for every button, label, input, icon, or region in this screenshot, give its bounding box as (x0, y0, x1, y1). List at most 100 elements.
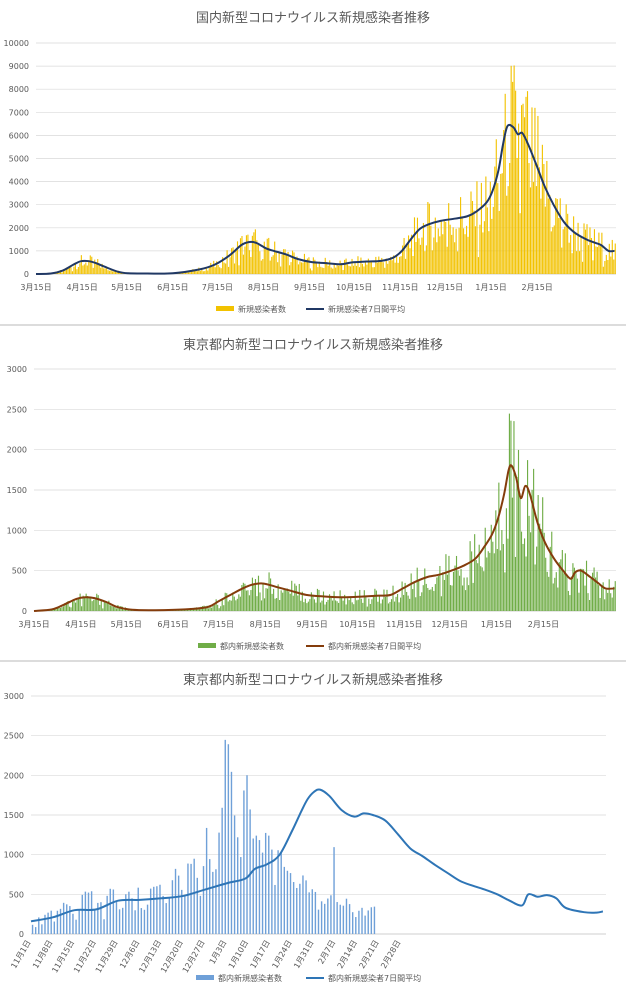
chart2-bar (528, 515, 530, 611)
chart1-bar (434, 217, 436, 274)
chart2-x-tick: 4月15日 (65, 620, 96, 629)
chart1-bar (110, 270, 112, 274)
chart1-bar (363, 266, 365, 274)
chart3-bar (224, 739, 226, 934)
chart2-bar (508, 413, 510, 611)
chart2-bar (126, 609, 128, 611)
chart2-bar (247, 590, 249, 611)
chart3-bar (339, 904, 341, 934)
chart2-bar (437, 576, 439, 611)
chart3-bar (327, 898, 329, 934)
chart1-bar (360, 257, 362, 274)
chart2-bar (84, 596, 86, 611)
chart1-bar (399, 256, 401, 274)
chart2-bar (248, 595, 250, 611)
chart2-bar (567, 590, 569, 611)
chart1-bar (598, 232, 600, 274)
chart1-bar (286, 254, 288, 274)
chart2-bar (270, 578, 272, 611)
chart1-bar (335, 267, 337, 274)
chart3-bar (249, 809, 251, 934)
chart1-bar (428, 203, 430, 274)
chart2-bar (319, 602, 322, 611)
chart3-bar (31, 924, 34, 934)
chart2-bar (584, 585, 586, 611)
chart1-bar (479, 224, 481, 274)
chart2-bar (59, 607, 62, 611)
chart1-bar (384, 267, 386, 274)
chart2-bar (439, 565, 441, 611)
chart2-bar (105, 602, 107, 611)
chart1-bar (596, 247, 598, 274)
chart1-bar (293, 252, 295, 274)
chart3-bar (330, 895, 332, 934)
chart2-bar (440, 596, 442, 611)
chart2-bar (211, 607, 213, 611)
chart1-x-tick: 9月15日 (294, 283, 325, 292)
chart1-x-tick: 1月15日 (475, 283, 506, 292)
chart2-bar (360, 598, 362, 611)
chart3-bar (153, 886, 155, 934)
chart2-bar (291, 580, 293, 611)
chart1-bar (344, 259, 346, 274)
chart2-avg-line (33, 464, 615, 612)
chart1-bar (464, 234, 466, 274)
chart1-bar (446, 246, 448, 274)
chart3-bar (320, 901, 323, 934)
chart2-bar (206, 605, 208, 611)
chart3-bar (286, 870, 289, 934)
chart2-bar (82, 595, 84, 611)
chart3-bar (311, 889, 313, 934)
chart2-bar (93, 599, 95, 611)
chart2-bar (519, 493, 521, 611)
chart1-bar (477, 257, 479, 274)
chart1-bar (302, 262, 304, 274)
chart2-bar (531, 489, 533, 611)
chart1-bar (263, 241, 265, 274)
chart2-bar (409, 598, 411, 611)
chart2-bar (315, 602, 317, 611)
chart1-bar (388, 260, 390, 274)
chart2-x-tick: 7月15日 (203, 620, 234, 629)
chart1-bar (196, 271, 198, 274)
chart1-bar (491, 218, 493, 274)
chart1-bar (567, 213, 569, 274)
chart2-bar (510, 420, 512, 611)
chart2-bar (540, 529, 542, 611)
chart2-bar (198, 609, 201, 611)
chart2-bar (94, 599, 96, 611)
chart2-bar (461, 585, 464, 611)
chart2-bar (505, 508, 507, 611)
chart1-legend-bars-swatch (216, 306, 234, 311)
chart3-y-tick: 3000 (4, 692, 24, 701)
chart2-bar (67, 601, 69, 611)
chart1-y-tick: 7000 (9, 108, 29, 117)
chart1-bar (280, 266, 282, 274)
chart1-bar (495, 139, 497, 274)
chart2-bar (309, 599, 311, 611)
chart1-bar (451, 234, 453, 274)
chart3-x-tick: 2月7日 (316, 939, 337, 966)
chart2-bar (576, 578, 579, 611)
chart2-bar (345, 604, 347, 611)
chart1-bar (433, 237, 435, 274)
chart2-bar (526, 460, 529, 611)
chart1-bar (516, 157, 518, 274)
chart3-bar (56, 910, 59, 934)
chart2-bar (557, 587, 559, 611)
chart1-bar (555, 198, 557, 274)
chart1-bar (410, 234, 413, 274)
chart3-bar (299, 883, 301, 934)
chart2-bar (481, 567, 483, 611)
chart1-bar (95, 262, 97, 274)
chart2-bar (324, 604, 326, 611)
chart1-bar (396, 256, 398, 274)
chart1-bar (266, 238, 268, 274)
chart1-bar (58, 271, 60, 274)
chart1-bar (235, 249, 237, 274)
chart1-bar (382, 262, 384, 274)
chart1-y-tick: 2000 (9, 224, 29, 233)
chart2-bar (480, 566, 482, 611)
chart3-x-tick: 2月14日 (336, 939, 359, 971)
chart1-bar (543, 163, 545, 274)
